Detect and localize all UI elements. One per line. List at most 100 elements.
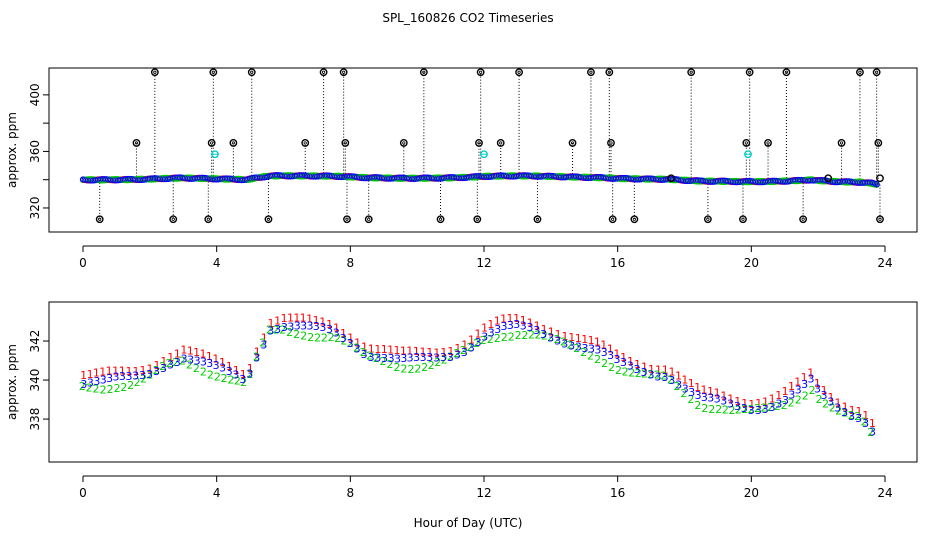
top-outlier-dot-high xyxy=(321,70,326,74)
top-outlier-point-high xyxy=(872,68,881,77)
top-x-tick-label: 4 xyxy=(213,256,221,270)
top-y-tick-label: 320 xyxy=(28,197,42,220)
bottom-point-series-3: 3 xyxy=(87,377,94,390)
bottom-point-series-2: 2 xyxy=(508,330,515,343)
bottom-point-series-2: 2 xyxy=(728,404,735,417)
bottom-point-series-3: 3 xyxy=(300,319,307,332)
bottom-point-series-3: 3 xyxy=(720,395,727,408)
top-outlier-dot-high xyxy=(589,70,593,74)
bottom-point-series-3: 3 xyxy=(575,341,582,354)
top-outlier-point-high xyxy=(856,68,864,77)
top-outlier-dot-high xyxy=(153,70,157,74)
bottom-point-series-1: 1 xyxy=(420,346,427,359)
top-outlier-dot-mid xyxy=(766,141,770,145)
bottom-point-series-3: 3 xyxy=(468,342,475,355)
top-outlier-dot-mid xyxy=(876,141,880,145)
top-outlier-point-high xyxy=(319,68,328,77)
bottom-point-series-1: 1 xyxy=(274,315,281,328)
bottom-point-series-1: 1 xyxy=(634,358,641,371)
top-outlier-point-mid xyxy=(607,139,615,147)
bottom-point-series-3: 3 xyxy=(106,372,113,385)
top-outlier-dot-mid xyxy=(402,141,406,145)
bottom-x-tick-label: 20 xyxy=(744,486,759,500)
bottom-point-series-1: 1 xyxy=(627,355,634,368)
bottom-point-series-1: 1 xyxy=(233,364,240,377)
bottom-point-series-2: 2 xyxy=(841,406,848,419)
bottom-point-series-3: 3 xyxy=(707,391,714,404)
top-outlier-point-low xyxy=(630,215,639,224)
bottom-point-series-1: 1 xyxy=(381,343,388,356)
bottom-x-tick-label: 24 xyxy=(877,486,892,500)
bottom-point-series-1: 1 xyxy=(688,377,695,390)
bottom-point-series-3: 3 xyxy=(775,398,782,411)
bottom-point-series-2: 2 xyxy=(473,337,480,350)
bottom-point-series-2: 2 xyxy=(608,361,615,374)
bottom-point-series-3: 3 xyxy=(447,351,454,364)
bottom-point-series-3: 3 xyxy=(160,362,167,375)
bottom-point-series-1: 1 xyxy=(741,397,748,410)
bottom-point-series-2: 2 xyxy=(453,347,460,360)
bottom-point-series-2: 2 xyxy=(214,370,221,383)
bottom-point-series-1: 1 xyxy=(426,346,433,359)
bottom-y-tick-label: 340 xyxy=(28,369,42,392)
bottom-point-series-2: 2 xyxy=(501,331,508,344)
bottom-point-series-2: 2 xyxy=(179,355,186,368)
top-outlier-dot-mid xyxy=(609,141,613,145)
bottom-point-series-3: 3 xyxy=(807,373,814,386)
bottom-point-series-3: 3 xyxy=(494,323,501,336)
bottom-point-series-2: 2 xyxy=(172,356,179,369)
top-outlier-point-low xyxy=(739,215,747,224)
bottom-point-series-3: 3 xyxy=(627,360,634,373)
bottom-point-series-1: 1 xyxy=(700,384,707,397)
bottom-point-series-3: 3 xyxy=(426,351,433,364)
bottom-point-series-1: 1 xyxy=(281,312,288,325)
bottom-point-series-1: 1 xyxy=(326,318,333,331)
bottom-point-series-3: 3 xyxy=(734,400,741,413)
bottom-point-series-2: 2 xyxy=(360,346,367,359)
bottom-point-series-3: 3 xyxy=(187,353,194,366)
bottom-point-series-3: 3 xyxy=(461,346,468,359)
bottom-point-series-2: 2 xyxy=(140,372,147,385)
bottom-point-series-2: 2 xyxy=(86,381,93,394)
bottom-point-series-3: 3 xyxy=(232,369,239,382)
bottom-point-series-3: 3 xyxy=(601,346,608,359)
bottom-point-series-1: 1 xyxy=(487,318,494,331)
bottom-point-series-1: 1 xyxy=(454,342,461,355)
bottom-point-series-2: 2 xyxy=(861,416,868,429)
bottom-point-series-3: 3 xyxy=(647,369,654,382)
bottom-point-series-2: 2 xyxy=(234,375,241,388)
bottom-point-series-3: 3 xyxy=(246,367,253,380)
bottom-point-series-2: 2 xyxy=(253,350,260,363)
bottom-point-series-3: 3 xyxy=(381,352,388,365)
top-outlier-dot-high xyxy=(784,70,789,74)
bottom-point-series-3: 3 xyxy=(440,351,447,364)
bottom-point-series-1: 1 xyxy=(313,314,320,327)
bottom-point-series-2: 2 xyxy=(854,410,861,423)
top-outlier-point-mid xyxy=(301,139,310,147)
bottom-point-series-2: 2 xyxy=(687,393,694,406)
bottom-point-series-3: 3 xyxy=(400,352,407,365)
top-outlier-dot-high xyxy=(875,70,879,74)
bottom-point-series-1: 1 xyxy=(340,327,347,340)
bottom-point-series-1: 1 xyxy=(762,395,769,408)
bottom-point-series-3: 3 xyxy=(727,397,734,410)
bottom-point-series-2: 2 xyxy=(347,337,354,350)
top-outlier-dot-high xyxy=(211,70,215,74)
bottom-point-series-1: 1 xyxy=(849,404,856,417)
bottom-point-series-3: 3 xyxy=(260,338,267,351)
bottom-point-series-3: 3 xyxy=(326,323,333,336)
top-outlier-point-high xyxy=(209,68,218,77)
bottom-point-series-2: 2 xyxy=(748,403,755,416)
bottom-point-series-1: 1 xyxy=(267,317,274,330)
bottom-point-series-2: 2 xyxy=(615,364,622,377)
bottom-point-series-1: 1 xyxy=(293,311,300,324)
top-axes: 0 4 8 12 16 20 24 320 360 400 xyxy=(28,83,893,270)
bottom-point-series-1: 1 xyxy=(788,380,795,393)
top-outlier-point-high xyxy=(339,68,348,77)
bottom-point-series-3: 3 xyxy=(174,356,181,369)
bottom-point-series-1: 1 xyxy=(368,343,375,356)
bottom-point-series-1: 1 xyxy=(400,344,407,357)
bottom-point-series-2: 2 xyxy=(393,361,400,374)
